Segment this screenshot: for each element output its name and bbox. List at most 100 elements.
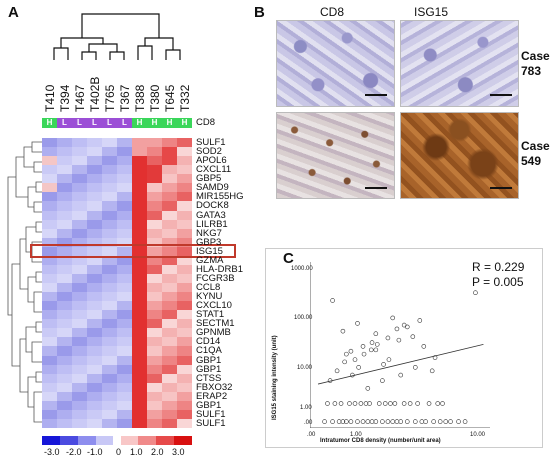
scatter-point: [376, 401, 382, 406]
heatmap-cell: [147, 246, 162, 257]
heatmap-cell: [57, 165, 72, 175]
heatmap-cell: [162, 301, 177, 311]
heatmap-cell: [42, 337, 57, 347]
heatmap-cell: [57, 210, 72, 220]
heatmap-cell: [132, 264, 147, 275]
heatmap-cell: [72, 138, 87, 148]
gene-label: GATA3: [196, 209, 226, 221]
heatmap-cell: [162, 382, 177, 393]
gene-label: CXCL10: [196, 300, 232, 312]
heatmap-cell: [102, 138, 117, 148]
scatter-point: [401, 401, 407, 406]
heatmap-cell: [72, 273, 87, 284]
heatmap-cell: [147, 273, 162, 284]
heatmap-cell: [102, 337, 117, 347]
heatmap-cell: [72, 174, 87, 184]
heatmap-cell: [177, 246, 192, 257]
heatmap-cell: [162, 364, 177, 374]
scatter-point: [373, 347, 379, 353]
heatmap-cell: [42, 147, 57, 157]
y-tick: .00: [304, 420, 313, 426]
heatmap-cell: [147, 147, 162, 157]
heatmap-grid: [42, 138, 192, 429]
heatmap-cell: [102, 237, 117, 248]
heatmap-cell: [147, 183, 162, 193]
heatmap-cell: [132, 138, 147, 148]
heatmap-cell: [57, 382, 72, 393]
heatmap-cell: [102, 301, 117, 311]
scatter-point: [412, 419, 418, 424]
heatmap-cell: [87, 373, 102, 383]
scatter-xlabel: Intratumor CD8 density (number/unit area…: [320, 438, 441, 444]
heatmap-cell: [132, 183, 147, 193]
heatmap-cell: [132, 319, 147, 329]
heatmap-cell: [132, 382, 147, 393]
sample-label: T388: [133, 84, 147, 112]
heatmap-cell: [102, 273, 117, 284]
heatmap-cell: [57, 391, 72, 402]
scatter-point: [363, 401, 369, 406]
heatmap-cell: [42, 246, 57, 257]
heatmap-cell: [162, 156, 177, 166]
heatmap-cell: [147, 382, 162, 393]
heatmap-cell: [102, 373, 117, 383]
scatter-point: [325, 401, 330, 406]
heatmap-cell: [162, 255, 177, 266]
heatmap-cell: [57, 283, 72, 293]
heatmap-cell: [42, 138, 57, 148]
cd8-status-cell: L: [102, 118, 117, 128]
scatter-point: [380, 378, 385, 383]
heatmap-cell: [102, 292, 117, 302]
heatmap-cell: [147, 138, 162, 148]
sample-label: T410: [43, 84, 57, 112]
heatmap-cell: [72, 201, 87, 211]
heatmap-cell: [57, 192, 72, 202]
scale-bar: [365, 187, 387, 189]
heatmap-cell: [57, 246, 72, 257]
heatmap-cell: [177, 219, 192, 229]
scatter-point: [368, 347, 374, 353]
heatmap-cell: [177, 138, 192, 148]
scale-bar: [490, 94, 512, 96]
heatmap-cell: [57, 147, 72, 157]
heatmap-cell: [147, 174, 162, 184]
heatmap-cell: [42, 165, 57, 175]
heatmap-cell: [57, 418, 72, 429]
heatmap-cell: [72, 346, 87, 356]
scatter-point: [417, 318, 423, 323]
heatmap-cell: [132, 373, 147, 383]
heatmap-cell: [117, 201, 132, 211]
heatmap-cell: [162, 346, 177, 356]
heatmap-cell: [177, 237, 192, 248]
heatmap-cell: [102, 201, 117, 211]
heatmap-cell: [132, 418, 147, 429]
heatmap-cell: [117, 283, 132, 293]
ihc-image-cd8-case783: [276, 20, 395, 107]
scatter-point: [448, 419, 453, 424]
gene-label: GBP5: [196, 173, 222, 185]
heatmap-cell: [147, 237, 162, 248]
heatmap-cell: [132, 283, 147, 293]
heatmap-cell: [162, 292, 177, 302]
heatmap-cell: [177, 273, 192, 284]
heatmap-cell: [147, 201, 162, 211]
heatmap-cell: [42, 237, 57, 248]
heatmap-cell: [57, 346, 72, 356]
heatmap-cell: [57, 400, 72, 411]
heatmap-cell: [147, 219, 162, 229]
cd8-status-cell: H: [162, 118, 177, 128]
gene-label: CTSS: [196, 372, 222, 384]
heatmap-cell: [87, 355, 102, 365]
gene-label: GBP1: [196, 363, 222, 375]
heatmap-cell: [132, 210, 147, 220]
heatmap-cell: [177, 174, 192, 184]
scatter-point: [398, 419, 404, 424]
scatter-point: [360, 344, 366, 349]
heatmap-cell: [72, 319, 87, 329]
heatmap-cell: [87, 192, 102, 202]
heatmap-cell: [177, 192, 192, 202]
heatmap-cell: [72, 391, 87, 402]
heatmap-cell: [87, 364, 102, 374]
heatmap-cell: [117, 382, 132, 393]
heatmap-cell: [102, 219, 117, 229]
